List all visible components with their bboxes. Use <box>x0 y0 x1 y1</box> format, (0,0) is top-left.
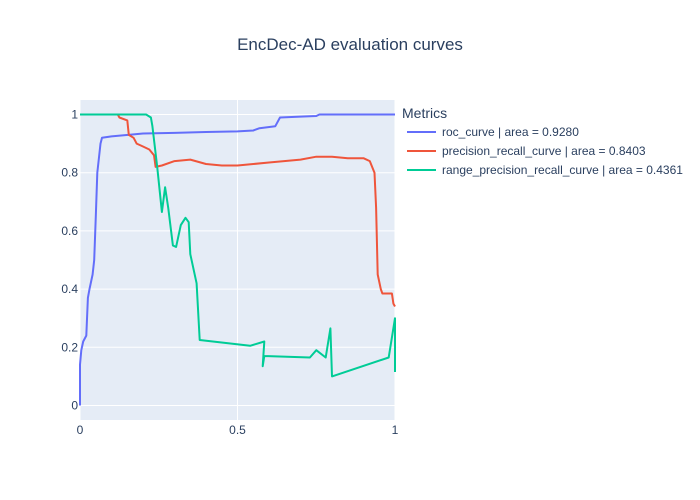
series-line-2[interactable] <box>80 113 396 378</box>
y-tick-label: 1 <box>71 108 78 122</box>
y-tick-label: 0.2 <box>61 340 78 354</box>
chart-title: EncDec-AD evaluation curves <box>237 35 463 54</box>
legend-label: range_precision_recall_curve | area = 0.… <box>442 163 683 177</box>
y-tick-label: 0.8 <box>61 166 78 180</box>
y-tick-label: 0.4 <box>61 282 78 296</box>
y-tick-label: 0.6 <box>61 224 78 238</box>
series-line-0[interactable] <box>79 113 395 406</box>
legend-label: precision_recall_curve | area = 0.8403 <box>442 144 646 158</box>
x-axis: 0 0.5 1 <box>77 423 399 437</box>
x-tick-label: 1 <box>392 423 399 437</box>
legend[interactable]: Metrics roc_curve | area = 0.9280 precisi… <box>402 105 683 177</box>
y-axis: 0 0.2 0.4 0.6 0.8 1 <box>61 108 78 413</box>
legend-title: Metrics <box>402 105 447 121</box>
x-tick-label: 0.5 <box>229 423 246 437</box>
legend-label: roc_curve | area = 0.9280 <box>442 125 579 139</box>
legend-item[interactable]: precision_recall_curve | area = 0.8403 <box>407 144 646 158</box>
x-tick-label: 0 <box>77 423 84 437</box>
legend-item[interactable]: roc_curve | area = 0.9280 <box>407 125 579 139</box>
series-line-1[interactable] <box>80 113 396 307</box>
legend-item[interactable]: range_precision_recall_curve | area = 0.… <box>407 163 683 177</box>
series-group <box>79 113 396 406</box>
y-tick-label: 0 <box>71 398 78 412</box>
